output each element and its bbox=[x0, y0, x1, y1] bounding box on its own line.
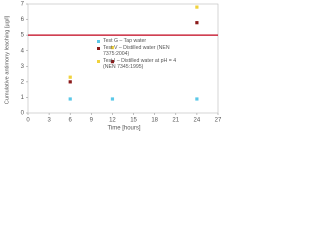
chart: Time [hours] Cumulative antimony leachin… bbox=[0, 0, 222, 134]
y-tick-label: 2 bbox=[21, 79, 25, 85]
x-tick-label: 9 bbox=[90, 118, 94, 124]
y-tick-label: 6 bbox=[21, 17, 25, 23]
x-axis-title: Time [hours] bbox=[107, 126, 140, 132]
y-tick-label: 5 bbox=[21, 33, 25, 39]
x-tick-label: 24 bbox=[194, 118, 201, 124]
plot-area bbox=[27, 3, 219, 114]
point bbox=[68, 80, 72, 84]
legend-label: Test I – Distilled water at pH = 4 (NEN … bbox=[103, 58, 177, 70]
y-tick-label: 7 bbox=[21, 2, 25, 8]
x-tick-label: 0 bbox=[26, 118, 30, 124]
legend-label: Test V – Distilled water (NEN 7375:2004) bbox=[103, 45, 170, 57]
x-tick-label: 6 bbox=[69, 118, 73, 124]
point bbox=[110, 60, 115, 64]
point bbox=[110, 97, 115, 101]
x-tick-label: 21 bbox=[172, 118, 179, 124]
y-tick-label: 4 bbox=[21, 48, 25, 54]
y-tick-label: 1 bbox=[21, 95, 25, 101]
y-tick-label: 3 bbox=[21, 64, 25, 70]
y-axis-title: Cumulative antimony leaching [µg/l] bbox=[4, 15, 10, 104]
legend: Test G – Tap water Test V – Distilled wat… bbox=[96, 38, 178, 71]
point bbox=[68, 75, 72, 79]
legend-item: Test V – Distilled water (NEN 7375:2004) bbox=[96, 45, 178, 57]
legend-swatch bbox=[97, 60, 100, 63]
legend-swatch bbox=[97, 47, 100, 50]
legend-label: Test G – Tap water bbox=[103, 38, 147, 44]
point bbox=[195, 97, 199, 101]
x-tick-label: 27 bbox=[215, 118, 222, 124]
x-tick-label: 12 bbox=[109, 118, 116, 124]
x-tick-label: 15 bbox=[130, 118, 137, 124]
point bbox=[110, 46, 115, 50]
x-tick-label: 3 bbox=[47, 118, 51, 124]
point bbox=[68, 97, 72, 101]
legend-item: Test I – Distilled water at pH = 4 (NEN … bbox=[96, 58, 178, 70]
point bbox=[195, 5, 199, 9]
legend-swatch bbox=[97, 40, 100, 43]
x-tick-label: 18 bbox=[151, 118, 158, 124]
point bbox=[195, 21, 199, 25]
legend-item: Test G – Tap water bbox=[96, 38, 178, 44]
chart-svg: Time [hours] Cumulative antimony leachin… bbox=[4, 2, 222, 132]
y-tick-label: 0 bbox=[21, 111, 25, 117]
